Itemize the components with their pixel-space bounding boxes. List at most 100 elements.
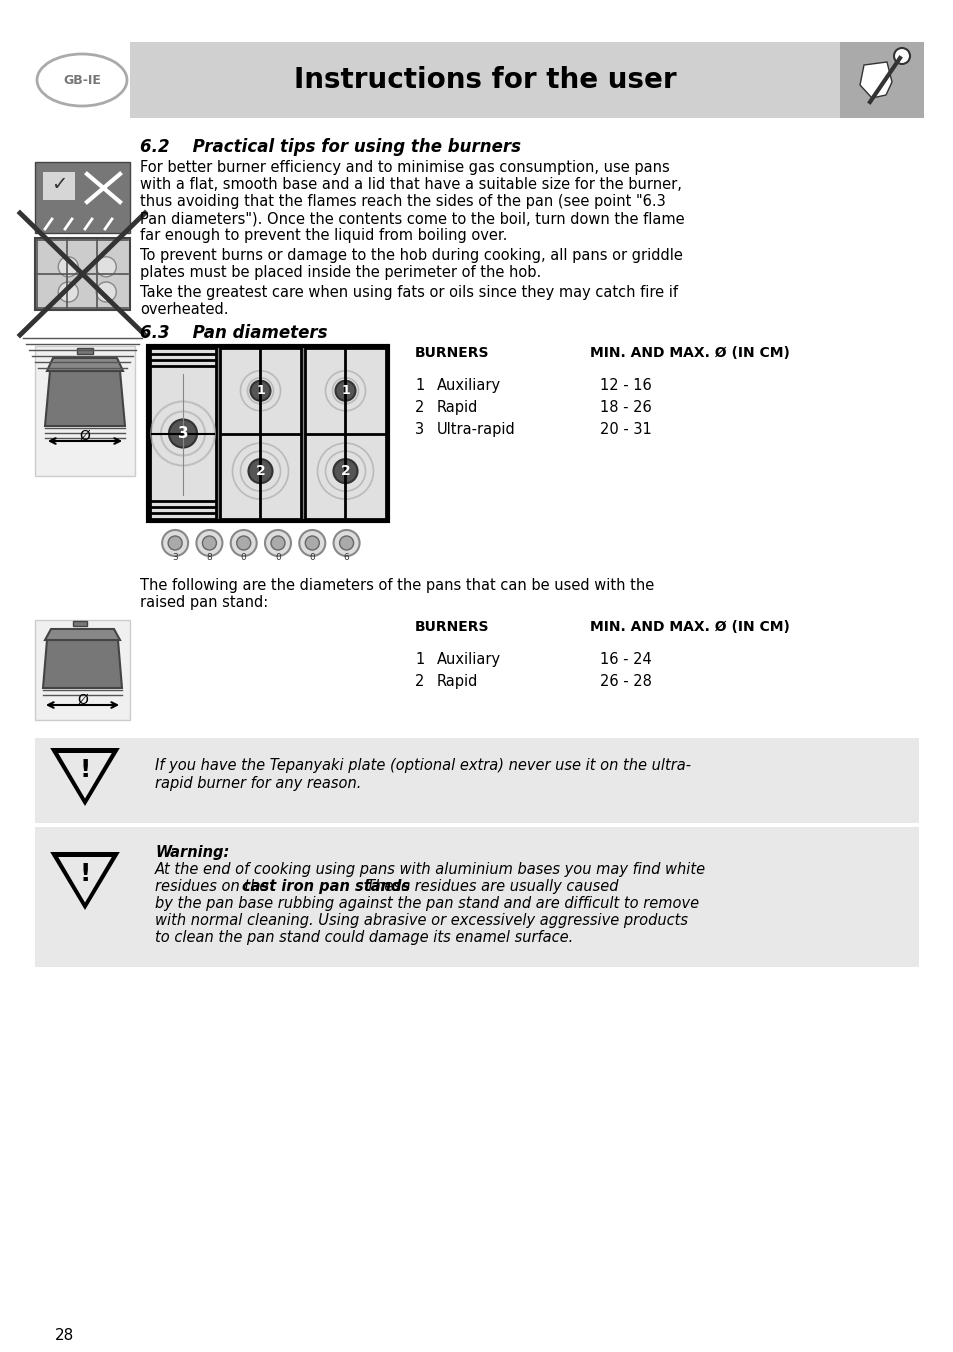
Text: !: ! <box>79 863 91 886</box>
Text: BURNERS: BURNERS <box>415 621 489 634</box>
Circle shape <box>335 381 355 400</box>
Text: MIN. AND MAX. Ø (IN CM): MIN. AND MAX. Ø (IN CM) <box>589 346 789 360</box>
Text: raised pan stand:: raised pan stand: <box>140 595 268 610</box>
Text: At the end of cooking using pans with aluminium bases you may find white: At the end of cooking using pans with al… <box>154 863 705 877</box>
Text: 2: 2 <box>255 464 265 479</box>
Text: overheated.: overheated. <box>140 301 229 316</box>
Polygon shape <box>859 62 891 97</box>
Circle shape <box>339 535 354 550</box>
Text: Rapid: Rapid <box>436 675 477 690</box>
Circle shape <box>162 530 188 556</box>
Circle shape <box>265 530 291 556</box>
Circle shape <box>58 283 78 301</box>
Text: 1: 1 <box>415 379 424 393</box>
Circle shape <box>248 460 273 483</box>
FancyBboxPatch shape <box>35 621 130 721</box>
Text: 3: 3 <box>172 553 178 562</box>
Polygon shape <box>45 629 120 639</box>
Circle shape <box>334 530 359 556</box>
FancyBboxPatch shape <box>35 162 130 233</box>
Text: GB-IE: GB-IE <box>63 73 101 87</box>
FancyBboxPatch shape <box>148 346 388 521</box>
Polygon shape <box>43 172 75 200</box>
Text: 8: 8 <box>207 553 213 562</box>
FancyBboxPatch shape <box>840 42 923 118</box>
Text: For better burner efficiency and to minimise gas consumption, use pans: For better burner efficiency and to mini… <box>140 160 669 174</box>
Text: 2: 2 <box>415 675 424 690</box>
Circle shape <box>251 381 271 400</box>
Text: !: ! <box>79 758 91 781</box>
FancyBboxPatch shape <box>35 238 130 310</box>
Text: Auxiliary: Auxiliary <box>436 652 500 667</box>
Circle shape <box>202 535 216 550</box>
FancyBboxPatch shape <box>35 738 918 823</box>
Text: Ultra-rapid: Ultra-rapid <box>436 422 516 437</box>
Text: with a flat, smooth base and a lid that have a suitable size for the burner,: with a flat, smooth base and a lid that … <box>140 177 681 192</box>
Text: Pan diameters"). Once the contents come to the boil, turn down the flame: Pan diameters"). Once the contents come … <box>140 211 684 226</box>
Circle shape <box>169 419 196 448</box>
Text: 28: 28 <box>55 1328 74 1343</box>
FancyBboxPatch shape <box>130 42 840 118</box>
Text: 0: 0 <box>309 553 314 562</box>
Text: 0: 0 <box>240 553 246 562</box>
Text: Ø: Ø <box>77 694 89 707</box>
Circle shape <box>168 535 182 550</box>
Text: rapid burner for any reason.: rapid burner for any reason. <box>154 776 361 791</box>
Text: If you have the Tepanyaki plate (optional extra) never use it on the ultra-: If you have the Tepanyaki plate (optiona… <box>154 758 690 773</box>
Text: The following are the diameters of the pans that can be used with the: The following are the diameters of the p… <box>140 579 654 594</box>
Circle shape <box>334 460 357 483</box>
Text: 26 - 28: 26 - 28 <box>599 675 651 690</box>
Polygon shape <box>58 753 112 799</box>
Text: 20 - 31: 20 - 31 <box>599 422 651 437</box>
Text: 18 - 26: 18 - 26 <box>599 400 651 415</box>
Text: 3: 3 <box>415 422 424 437</box>
Text: 2: 2 <box>415 400 424 415</box>
Text: far enough to prevent the liquid from boiling over.: far enough to prevent the liquid from bo… <box>140 228 507 243</box>
Circle shape <box>169 419 196 448</box>
FancyBboxPatch shape <box>220 347 301 519</box>
Text: thus avoiding that the flames reach the sides of the pan (see point "6.3: thus avoiding that the flames reach the … <box>140 193 665 210</box>
FancyBboxPatch shape <box>305 347 386 519</box>
Circle shape <box>299 530 325 556</box>
Polygon shape <box>43 639 122 688</box>
Text: MIN. AND MAX. Ø (IN CM): MIN. AND MAX. Ø (IN CM) <box>589 621 789 634</box>
Text: 16 - 24: 16 - 24 <box>599 652 651 667</box>
Text: 6.3    Pan diameters: 6.3 Pan diameters <box>140 324 327 342</box>
Text: Take the greatest care when using fats or oils since they may catch fire if: Take the greatest care when using fats o… <box>140 285 678 300</box>
Text: 1: 1 <box>341 384 350 397</box>
Polygon shape <box>51 748 120 806</box>
Text: Warning:: Warning: <box>154 845 229 860</box>
Circle shape <box>96 283 116 301</box>
Circle shape <box>305 535 319 550</box>
Text: 6: 6 <box>343 553 349 562</box>
Text: Instructions for the user: Instructions for the user <box>294 66 676 95</box>
Text: 12 - 16: 12 - 16 <box>599 379 651 393</box>
Circle shape <box>231 530 256 556</box>
Text: Ø: Ø <box>79 429 91 443</box>
Circle shape <box>58 257 78 277</box>
FancyBboxPatch shape <box>35 346 135 476</box>
FancyBboxPatch shape <box>35 827 918 967</box>
FancyBboxPatch shape <box>73 621 87 626</box>
Text: cast iron pan stands: cast iron pan stands <box>242 879 410 894</box>
Text: ✓: ✓ <box>51 174 67 193</box>
Text: 6.2    Practical tips for using the burners: 6.2 Practical tips for using the burners <box>140 138 520 155</box>
Polygon shape <box>51 852 120 910</box>
Text: 2: 2 <box>340 464 350 479</box>
FancyBboxPatch shape <box>150 347 215 519</box>
Text: plates must be placed inside the perimeter of the hob.: plates must be placed inside the perimet… <box>140 265 540 280</box>
Circle shape <box>271 535 285 550</box>
Polygon shape <box>58 857 112 903</box>
Text: 1: 1 <box>255 384 265 397</box>
Text: with normal cleaning. Using abrasive or excessively aggressive products: with normal cleaning. Using abrasive or … <box>154 913 687 927</box>
Text: 0: 0 <box>274 553 280 562</box>
Circle shape <box>893 49 909 64</box>
Polygon shape <box>47 358 123 370</box>
Circle shape <box>196 530 222 556</box>
Text: To prevent burns or damage to the hob during cooking, all pans or griddle: To prevent burns or damage to the hob du… <box>140 247 682 264</box>
Text: to clean the pan stand could damage its enamel surface.: to clean the pan stand could damage its … <box>154 930 573 945</box>
Text: by the pan base rubbing against the pan stand and are difficult to remove: by the pan base rubbing against the pan … <box>154 896 699 911</box>
Circle shape <box>96 257 116 277</box>
FancyBboxPatch shape <box>77 347 92 354</box>
Circle shape <box>236 535 251 550</box>
